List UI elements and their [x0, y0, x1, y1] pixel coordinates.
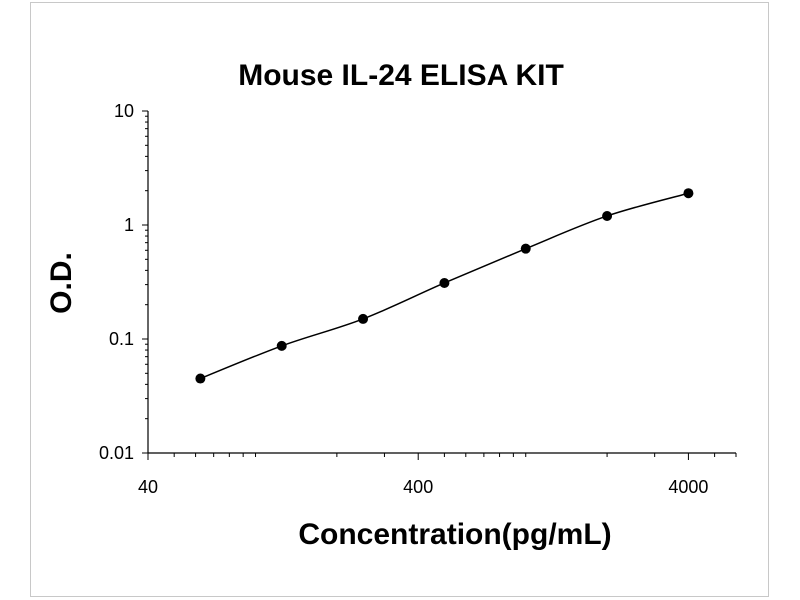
data-point — [195, 373, 206, 384]
y-axis-title: O.D. — [45, 252, 78, 314]
chart-ticks — [142, 110, 737, 460]
data-point — [602, 210, 613, 221]
data-point — [520, 243, 531, 254]
chart-points — [195, 188, 694, 384]
data-point — [358, 313, 369, 324]
y-tick-label: 0.1 — [109, 329, 134, 349]
chart-frame: Mouse IL-24 ELISA KIT 10 1 0.1 0.01 40 400 400… — [30, 2, 769, 597]
data-point — [439, 277, 450, 288]
x-axis-title: Concentration(pg/mL) — [298, 518, 611, 551]
x-tick-label: 400 — [403, 477, 433, 497]
x-tick-label: 4000 — [668, 477, 708, 497]
y-tick-label: 10 — [114, 101, 134, 121]
y-tick-label: 0.01 — [99, 443, 134, 463]
data-point — [683, 188, 694, 199]
chart-title: Mouse IL-24 ELISA KIT — [238, 59, 564, 92]
x-tick-label: 40 — [138, 477, 158, 497]
y-tick-label: 1 — [124, 215, 134, 235]
data-point — [276, 340, 287, 351]
chart-axes — [147, 111, 736, 454]
